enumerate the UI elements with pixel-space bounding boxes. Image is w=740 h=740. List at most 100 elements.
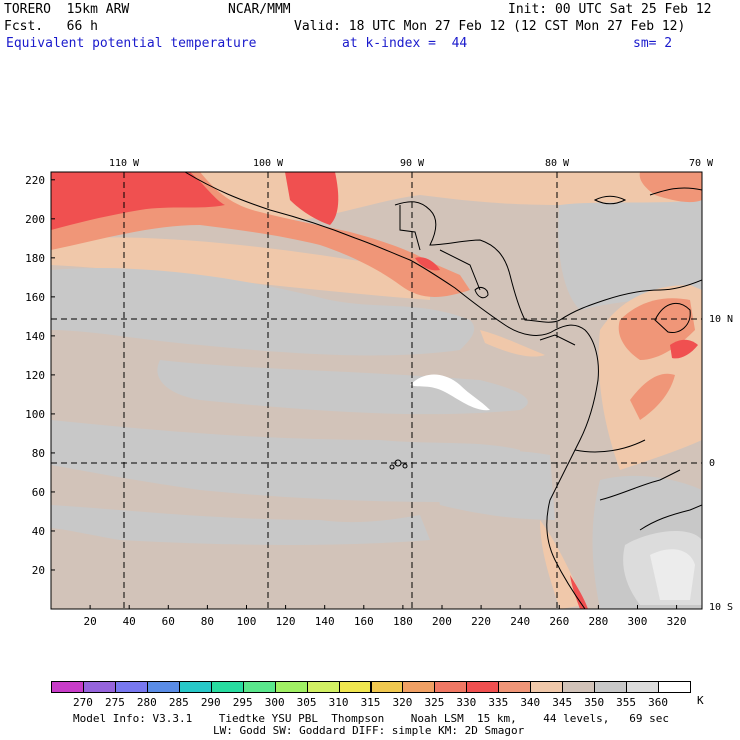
x-tick-label: 20 — [83, 615, 96, 628]
colorbar-label: 315 — [360, 696, 381, 709]
red-mexico — [285, 172, 339, 225]
warm-panama — [480, 330, 545, 357]
colorbar-swatch — [434, 681, 468, 693]
colorbar-swatch — [498, 681, 532, 693]
colorbar-label: 330 — [456, 696, 477, 709]
colorbar-swatch — [530, 681, 564, 693]
colorbar-swatch — [402, 681, 436, 693]
x-tick-label: 40 — [123, 615, 136, 628]
ecuador-border — [574, 439, 646, 453]
y-tick-label: 40 — [32, 525, 45, 538]
colorbar-label: 290 — [200, 696, 221, 709]
lon-label: 80 W — [545, 158, 570, 169]
colorbar-swatch — [594, 681, 628, 693]
colorbar-label: 285 — [168, 696, 189, 709]
org-label: NCAR/MMM — [228, 2, 291, 17]
field-name: Equivalent potential temperature — [6, 36, 257, 51]
colorbar-label: 310 — [328, 696, 349, 709]
lon-labels: 110 W 100 W 90 W 80 W 70 W — [109, 158, 714, 169]
colorbar-swatch — [51, 681, 84, 693]
colorbar-swatch — [370, 681, 404, 693]
graticule — [51, 172, 702, 609]
colorbar-label: 340 — [520, 696, 541, 709]
y-tick-label: 200 — [25, 213, 45, 226]
colorbar-swatch — [274, 681, 308, 693]
salmon-caribbean — [639, 172, 702, 203]
y-tick-labels: 220 200 180 160 140 120 100 80 60 40 20 — [25, 174, 45, 577]
bolivia-border — [639, 504, 702, 531]
x-tick-label: 80 — [201, 615, 214, 628]
lat-label: 10 N — [709, 314, 733, 325]
panama-border — [539, 334, 576, 346]
jamaica-coast — [649, 187, 702, 196]
colorbar-unit: K — [697, 694, 704, 707]
lon-label: 100 W — [253, 158, 284, 169]
colorbar-label: 280 — [136, 696, 157, 709]
x-tick-label: 160 — [354, 615, 374, 628]
colorbar-label: 305 — [296, 696, 317, 709]
red-guatemala — [415, 257, 440, 271]
theta-e-field — [51, 172, 702, 609]
y-tick-label: 120 — [25, 369, 45, 382]
colorbar-label: 320 — [392, 696, 413, 709]
x-tick-label: 220 — [471, 615, 491, 628]
colorbar-label: 335 — [488, 696, 509, 709]
red-pacific — [51, 172, 225, 230]
x-tick-label: 140 — [315, 615, 335, 628]
lon-label: 110 W — [109, 158, 140, 169]
red-colombia — [670, 339, 698, 359]
x-tick-label: 320 — [667, 615, 687, 628]
valid-time: Valid: 18 UTC Mon 27 Feb 12 (12 CST Mon … — [294, 19, 686, 34]
salmon-andes-north — [630, 373, 675, 420]
colorbar-swatch — [210, 681, 244, 693]
x-tick-label: 300 — [628, 615, 648, 628]
y-tick-label: 80 — [32, 447, 45, 460]
colorbar-label: 355 — [616, 696, 637, 709]
white-streak — [410, 374, 490, 411]
gray-patch-3 — [51, 420, 520, 502]
x-tick-label: 60 — [162, 615, 175, 628]
x-tick-labels: 20 40 60 80 100 120 140 160 180 200 220 240 260 280 30… — [83, 615, 686, 628]
colorbar-label: 300 — [264, 696, 285, 709]
x-tick-label: 240 — [510, 615, 530, 628]
coastlines — [184, 172, 702, 609]
honduras-border — [439, 249, 481, 291]
colorbar-label: 360 — [648, 696, 668, 709]
y-tick-label: 220 — [25, 174, 45, 187]
colorbar-label: 325 — [424, 696, 445, 709]
init-time: Init: 00 UTC Sat 25 Feb 12 — [508, 2, 712, 17]
gray-patch-5 — [430, 450, 555, 520]
lat-labels: 10 N 0 10 S — [709, 314, 733, 613]
lat-label: 0 — [709, 458, 715, 469]
colorbar-swatch — [146, 681, 180, 693]
model-info: Model Info: V3.3.1 Tiedtke YSU PBL Thomp… — [73, 712, 670, 725]
gray-patch-1 — [51, 268, 475, 356]
lon-label: 90 W — [400, 158, 425, 169]
physics-info: LW: Godd SW: Goddard DIFF: simple KM: 2D… — [213, 724, 525, 737]
y-tick-label: 60 — [32, 486, 45, 499]
y-tick-label: 160 — [25, 291, 45, 304]
colorbar-label: 350 — [584, 696, 605, 709]
peru-border — [599, 469, 681, 501]
y-tick-label: 140 — [25, 330, 45, 343]
colorbar-label: 275 — [104, 696, 125, 709]
smoothing-label: sm= 2 — [633, 36, 673, 51]
x-tick-label: 260 — [549, 615, 569, 628]
colorbar-swatch — [562, 681, 596, 693]
red-peru — [570, 575, 588, 609]
colorbar-swatch — [658, 681, 691, 693]
x-tick-label: 280 — [588, 615, 608, 628]
south-caribbean-coast — [559, 279, 702, 321]
colorbar-label: 270 — [73, 696, 93, 709]
y-tick-label: 20 — [32, 564, 45, 577]
colorbar-label: 295 — [232, 696, 253, 709]
caribbean-coastline — [394, 201, 561, 323]
colorbar-swatch — [626, 681, 660, 693]
model-title: TORERO 15km ARW — [4, 2, 130, 17]
colorbar-swatch — [178, 681, 212, 693]
gray-caribbean — [558, 194, 702, 310]
tan-band — [51, 237, 430, 300]
white-andes — [650, 549, 695, 600]
x-tick-label: 200 — [432, 615, 452, 628]
